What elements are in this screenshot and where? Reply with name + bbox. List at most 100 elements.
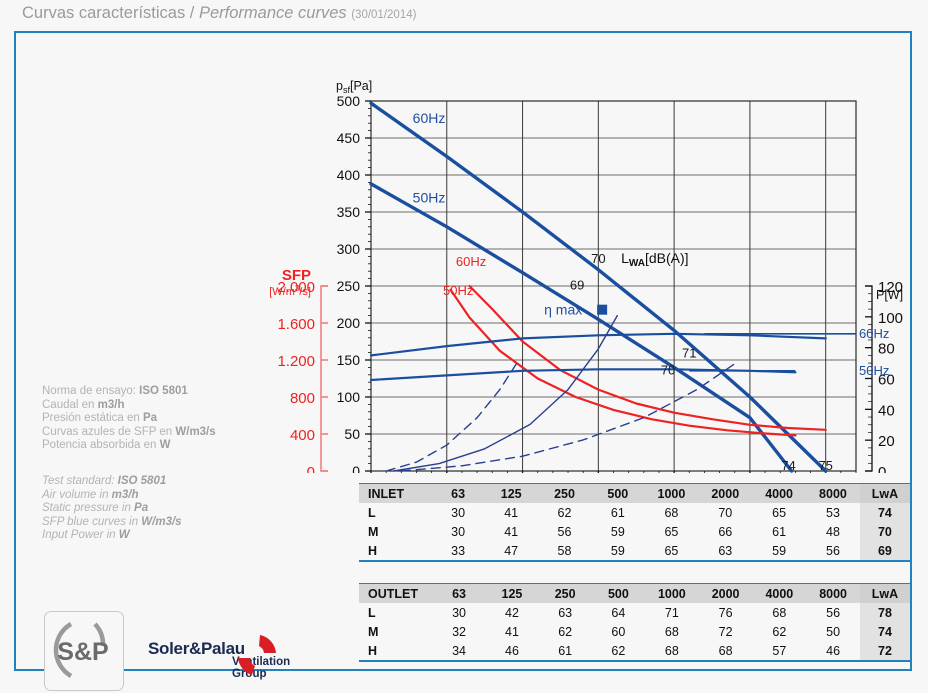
curve-static-pressure-50hz: [369, 182, 794, 473]
table-cell: 34: [452, 643, 466, 658]
table-cell: 74: [859, 622, 910, 641]
annotation-dba-75: 75: [818, 458, 832, 473]
table-cell: 74: [859, 503, 910, 522]
table-cell: 30: [451, 524, 466, 539]
curve-sound-power-curve-71-db-a-: [400, 363, 736, 472]
annotation-dba-70: 70: [591, 251, 605, 266]
power-axis-title: P[W]: [876, 288, 903, 302]
power-axis-tick-label: 0: [878, 464, 886, 473]
table-cell: 59: [610, 524, 625, 539]
table-header-cell: 1000: [644, 583, 699, 603]
curve-sfp-50hz: [449, 288, 797, 437]
legend-line: Test standard: ISO 5801: [42, 475, 167, 487]
table-cell: 63: [558, 605, 573, 620]
page-title-date: (30/01/2014): [351, 9, 417, 21]
curve-label-pressure-50hz: 50Hz: [413, 189, 446, 205]
table-cell: 61: [610, 505, 625, 520]
table-header-cell: 63: [432, 583, 486, 603]
table-cell: 41: [505, 624, 519, 639]
legend-spanish: Norma de ensayo: ISO 5801 Caudal en m3/h P…: [42, 385, 216, 453]
table-cell: H: [368, 543, 378, 558]
sfp-axis-units: [W/m3/s]: [269, 284, 311, 298]
table-cell: 42: [505, 605, 519, 620]
table-cell: 65: [664, 524, 679, 539]
table-header-cell: LwA: [859, 583, 910, 603]
table-row: L 30 41 62 61 68 70 65 53 74: [359, 503, 910, 522]
table-cell: 32: [452, 624, 466, 639]
brand-arc-icon: [238, 635, 276, 675]
legend-line: Caudal en m3/h: [42, 398, 125, 411]
table-header-cell: 8000: [806, 483, 860, 503]
power-axis-tick-label: 120: [878, 279, 903, 296]
marker-eta-max-point: [597, 304, 608, 315]
sfp-axis-tick-label: 1.200: [277, 353, 315, 370]
legend-line: Air volume in m3/h: [42, 488, 139, 501]
page-title-es: Curvas características: [22, 4, 186, 22]
table-cell: 63: [718, 543, 733, 558]
table-cell: 62: [557, 505, 572, 520]
table-cell: 41: [504, 524, 519, 539]
table-header-cell: 4000: [752, 583, 807, 603]
table-header-cell: 125: [484, 483, 538, 503]
axis-tick-label-left: 50: [344, 426, 360, 442]
table-cell: 68: [664, 643, 679, 658]
table-header-cell: 2000: [698, 583, 753, 603]
table-cell: 72: [859, 641, 910, 661]
table-cell: 78: [859, 603, 910, 622]
table-cell: L: [368, 505, 376, 520]
table-cell: 70: [718, 505, 733, 520]
table-cell: 62: [772, 624, 787, 639]
axis-tick-label-left: 500: [337, 93, 361, 109]
axis-tick-label-left: 100: [337, 389, 361, 405]
sfp-axis-title: SFP: [282, 267, 311, 284]
table-header-cell: 4000: [752, 483, 807, 503]
axis-tick-label-left: 250: [337, 278, 361, 294]
curve-label-sfp-50hz: 50Hz: [443, 283, 473, 298]
power-axis-tick-label: 60: [878, 372, 895, 389]
legend-english: Test standard: ISO 5801 Air volume in m3/…: [42, 475, 182, 543]
table-cell: 64: [611, 605, 626, 620]
table-cell: 71: [664, 605, 679, 620]
sfp-axis-tick-label: 0: [307, 464, 315, 473]
table-cell: 48: [826, 524, 840, 539]
table-cell: 62: [611, 643, 626, 658]
curve-power-60hz: [369, 332, 827, 357]
page-title-separator: /: [185, 4, 199, 22]
curve-label-pressure-60hz: 60Hz: [413, 110, 446, 126]
sfp-axis-tick-label: 800: [290, 390, 315, 407]
annotation-dba-71: 71: [682, 346, 696, 361]
table-row: M 32 41 62 60 68 72 62 50 74: [359, 622, 910, 641]
table-cell: 47: [504, 543, 519, 558]
table-cell: 70: [859, 522, 910, 541]
curve-sfp-60hz: [468, 284, 827, 431]
axis-tick-label-left: 0: [352, 463, 360, 473]
table-row: M 30 41 56 59 65 66 61 48 70: [359, 522, 910, 541]
power-axis-tick-label: 20: [878, 433, 895, 450]
power-axis-tick-label: 40: [878, 402, 895, 419]
table-header-cell: 250: [538, 583, 592, 603]
power-axis-tick-label: 100: [878, 310, 903, 327]
page-title: Curvas características / Performance cur…: [22, 4, 416, 23]
axis-tick-label-left: 200: [337, 315, 361, 331]
table-header-cell: 500: [591, 583, 645, 603]
table-cell: M: [368, 624, 379, 639]
table-header-cell: 500: [591, 483, 645, 503]
table-header-cell: INLET: [359, 483, 432, 503]
svg-text:S&P: S&P: [57, 638, 108, 666]
table-cell: 46: [826, 643, 841, 658]
axis-tick-label-left: 450: [337, 130, 361, 146]
outlet-noise-table: OUTLET 63 125 250 500 1000 2000 4000 8000 LwA L 30 4…: [359, 583, 910, 662]
curve-label-power-50hz: 50Hz: [859, 363, 889, 378]
curve-label-sfp-60hz: 60Hz: [456, 254, 486, 269]
legend-line: Potencia absorbida en W: [42, 439, 171, 452]
table-cell: 65: [664, 543, 679, 558]
sfp-axis-tick-label: 2.000: [277, 279, 315, 296]
table-cell: 59: [610, 543, 625, 558]
legend-line: Input Power in W: [42, 529, 130, 542]
table-cell: 69: [859, 541, 910, 561]
sfp-axis-line: [320, 285, 328, 472]
table-header-cell: OUTLET: [359, 583, 433, 603]
sp-logo-box: S&P: [44, 611, 124, 691]
table-cell: 50: [826, 624, 841, 639]
performance-chart: 050100150200250300350400450500psf[Pa]010…: [269, 79, 903, 473]
